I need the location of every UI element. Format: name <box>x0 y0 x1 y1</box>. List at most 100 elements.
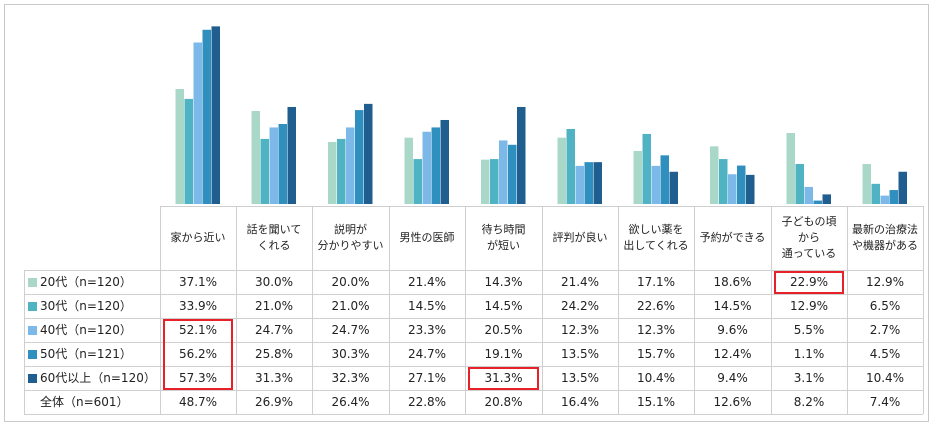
row-label: 20代（n=120） <box>28 270 132 294</box>
table-cell: 3.1% <box>793 371 825 385</box>
table-cell: 4.5% <box>869 347 901 361</box>
legend-swatch <box>28 349 37 359</box>
bar-3-5 <box>584 162 593 204</box>
grid-v-9 <box>847 206 848 414</box>
column-header: 子どもの頃 から 通っている <box>781 215 837 260</box>
bar-1-3 <box>413 159 422 204</box>
table-cell: 31.3% <box>484 371 523 385</box>
row-label-text: 40代（n=120） <box>40 323 132 337</box>
table-cell: 15.1% <box>636 395 676 409</box>
table-cell: 24.7% <box>331 323 370 337</box>
grid-h-5 <box>24 390 923 391</box>
legend-swatch <box>28 301 37 311</box>
grid-h-6 <box>24 414 923 415</box>
bar-1-6 <box>642 133 651 204</box>
bar-4-6 <box>669 171 678 204</box>
table-cell: 9.4% <box>717 371 748 385</box>
table-cell: 27.1% <box>407 371 447 385</box>
grid-v-8 <box>771 206 772 414</box>
row-label: 50代（n=121） <box>28 342 132 366</box>
row-label: 30代（n=120） <box>28 294 132 318</box>
table-cell: 31.3% <box>254 371 294 385</box>
bar-3-6 <box>660 155 669 204</box>
table-cell: 15.7% <box>636 347 676 361</box>
table-cell: 37.1% <box>178 275 218 289</box>
table-cell: 24.7% <box>407 347 447 361</box>
column-header: 説明が 分かりやすい <box>317 223 384 252</box>
bar-1-1 <box>260 138 269 204</box>
grid-v-3 <box>389 206 390 414</box>
bar-4-7 <box>746 174 755 204</box>
bar-4-3 <box>440 119 449 204</box>
grid-h-4 <box>24 366 923 367</box>
bar-1-5 <box>566 128 575 204</box>
grid-v-7 <box>694 206 695 414</box>
table-cell: 8.2% <box>793 395 825 409</box>
bar-0-1 <box>251 111 260 204</box>
table-cell: 48.7% <box>178 395 218 409</box>
table-cell: 57.3% <box>178 371 218 385</box>
table-cell: 12.6% <box>713 395 752 409</box>
table-cell: 52.1% <box>178 323 218 337</box>
bar-2-6 <box>651 165 660 204</box>
row-label-text: 20代（n=120） <box>40 275 132 289</box>
row-label-text: 全体（n=601） <box>40 395 129 409</box>
column-header: 評判が良い <box>552 231 608 244</box>
column-header: 男性の医師 <box>399 231 455 244</box>
bar-0-9 <box>862 164 871 204</box>
grid-h-2 <box>24 318 923 319</box>
bar-4-4 <box>517 106 526 204</box>
legend-swatch <box>28 277 37 287</box>
table-cell: 5.5% <box>793 323 825 337</box>
row-label: 60代以上（n=120） <box>28 366 156 390</box>
table-cell: 14.5% <box>713 299 752 313</box>
table-cell: 24.7% <box>254 323 294 337</box>
bar-0-0 <box>175 88 184 204</box>
bar-0-8 <box>786 133 795 204</box>
table-cell: 21.4% <box>407 275 447 289</box>
chart-frame <box>4 4 929 422</box>
row-label: 40代（n=120） <box>28 318 132 342</box>
bar-2-0 <box>193 42 202 204</box>
bar-4-2 <box>364 103 373 204</box>
table-cell: 10.4% <box>636 371 676 385</box>
column-header: 欲しい薬を 出してくれる <box>623 223 689 252</box>
bar-1-7 <box>719 159 728 204</box>
table-cell: 16.4% <box>560 395 600 409</box>
bar-2-5 <box>575 165 584 204</box>
table-cell: 2.7% <box>869 323 901 337</box>
table-cell: 25.8% <box>254 347 294 361</box>
bar-4-5 <box>593 162 602 204</box>
table-cell: 12.3% <box>636 323 676 337</box>
bar-chart <box>175 26 907 205</box>
table-cell: 22.6% <box>636 299 676 313</box>
table-cell: 6.5% <box>869 299 901 313</box>
table-cell: 1.1% <box>793 347 825 361</box>
table-cell: 19.1% <box>484 347 523 361</box>
table-cell: 12.9% <box>865 275 905 289</box>
table-cell: 22.9% <box>789 275 829 289</box>
grid-v-2 <box>312 206 313 414</box>
grid-v-4 <box>465 206 466 414</box>
column-header: 予約ができる <box>699 231 766 244</box>
table-cell: 20.8% <box>484 395 523 409</box>
highlight-box <box>163 319 233 390</box>
bar-0-2 <box>328 142 337 204</box>
column-header: 家から近い <box>170 231 226 244</box>
table-cell: 56.2% <box>178 347 218 361</box>
bar-3-1 <box>278 124 287 204</box>
legend-swatch <box>28 373 37 383</box>
table-cell: 21.0% <box>254 299 294 313</box>
row-label-text: 50代（n=121） <box>40 347 132 361</box>
table-cell: 26.9% <box>254 395 294 409</box>
grid-v-0 <box>160 206 161 414</box>
bar-2-7 <box>728 174 737 204</box>
table-cell: 20.5% <box>484 323 523 337</box>
table-cell: 20.0% <box>331 275 370 289</box>
bar-2-4 <box>499 140 508 204</box>
table-cell: 33.9% <box>178 299 218 313</box>
legend-swatch <box>28 325 37 335</box>
table-cell: 18.6% <box>713 275 752 289</box>
bar-2-2 <box>346 127 355 204</box>
table-cell: 22.8% <box>407 395 447 409</box>
